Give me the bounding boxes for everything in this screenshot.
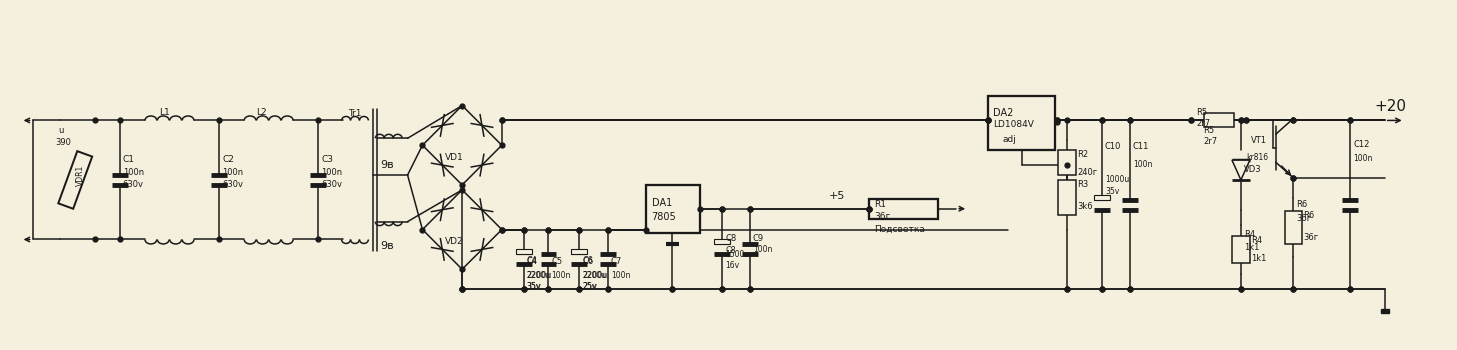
Text: 2r7: 2r7 <box>1203 137 1218 146</box>
Text: adj: adj <box>1002 135 1017 144</box>
Text: C11: C11 <box>1132 142 1150 151</box>
Text: 3k6: 3k6 <box>1077 202 1093 211</box>
Text: VD1: VD1 <box>444 153 463 162</box>
Text: 1k1: 1k1 <box>1250 254 1266 263</box>
Text: C10: C10 <box>1104 142 1122 151</box>
Text: kr816: kr816 <box>1246 153 1268 162</box>
Bar <box>1203 113 1234 127</box>
Text: 2200u
35v: 2200u 35v <box>526 271 552 290</box>
Bar <box>1285 211 1303 244</box>
Bar <box>645 185 701 232</box>
Text: 36г: 36г <box>874 212 890 221</box>
Text: R5: R5 <box>1196 107 1208 117</box>
Text: 36г: 36г <box>1297 214 1311 223</box>
Bar <box>571 250 587 254</box>
Text: R4: R4 <box>1244 230 1254 239</box>
Text: 100n: 100n <box>321 168 342 177</box>
Text: Tr1: Tr1 <box>348 108 361 118</box>
Text: R3: R3 <box>1077 180 1088 189</box>
Text: 100n: 100n <box>122 168 144 177</box>
Text: 9в: 9в <box>380 160 393 170</box>
Bar <box>1233 236 1250 263</box>
Text: 100n: 100n <box>1132 160 1152 169</box>
Bar <box>868 199 938 219</box>
Text: 35v: 35v <box>526 282 541 291</box>
Text: C9: C9 <box>753 233 763 243</box>
Text: 100n: 100n <box>610 271 631 280</box>
Bar <box>714 239 730 244</box>
Text: C3: C3 <box>321 155 334 164</box>
Text: 100n: 100n <box>551 271 571 280</box>
Text: 2200u: 2200u <box>583 271 606 280</box>
Text: 100n: 100n <box>1354 154 1372 163</box>
Text: DA1: DA1 <box>651 198 672 208</box>
Bar <box>58 151 92 209</box>
Text: 1500u: 1500u <box>726 250 749 259</box>
Text: u: u <box>58 126 64 135</box>
Text: C6: C6 <box>583 256 593 265</box>
Text: 100n: 100n <box>753 245 772 254</box>
Text: R4: R4 <box>1250 236 1262 245</box>
Text: +20: +20 <box>1375 99 1407 114</box>
Bar <box>1094 195 1110 200</box>
Text: 2200u
25v: 2200u 25v <box>583 271 608 290</box>
Text: C6: C6 <box>583 257 593 266</box>
Text: 100n: 100n <box>221 168 243 177</box>
Text: 2r7: 2r7 <box>1196 119 1211 128</box>
Text: LD1084V: LD1084V <box>992 120 1034 130</box>
Text: C2: C2 <box>221 155 235 164</box>
Text: R5: R5 <box>1203 126 1215 135</box>
Text: R1: R1 <box>874 200 886 209</box>
Text: +5: +5 <box>829 191 845 201</box>
Text: 630v: 630v <box>321 180 342 189</box>
Polygon shape <box>1233 160 1250 180</box>
Text: R2: R2 <box>1077 150 1088 159</box>
Text: C4: C4 <box>526 256 538 265</box>
Text: 36г: 36г <box>1304 232 1319 241</box>
Text: 1000u: 1000u <box>1104 175 1129 184</box>
Text: C1: C1 <box>122 155 136 164</box>
Text: C12: C12 <box>1354 140 1370 149</box>
Text: 390: 390 <box>55 138 71 147</box>
Text: 630v: 630v <box>122 180 144 189</box>
Bar <box>1058 180 1077 215</box>
Text: C7: C7 <box>610 257 622 266</box>
Text: R6: R6 <box>1297 200 1308 209</box>
Text: R6: R6 <box>1304 211 1314 220</box>
Text: DA2: DA2 <box>992 107 1013 118</box>
Bar <box>1058 150 1077 175</box>
Bar <box>1381 309 1389 313</box>
Text: 9в: 9в <box>380 241 393 251</box>
Text: L1: L1 <box>160 107 170 117</box>
Text: VD2: VD2 <box>444 238 463 246</box>
Text: C8: C8 <box>726 233 736 243</box>
Bar <box>516 250 532 254</box>
Text: Подсветка: Подсветка <box>874 225 925 233</box>
Text: 35v: 35v <box>1104 187 1119 196</box>
Text: 7805: 7805 <box>651 212 676 222</box>
Text: 25v: 25v <box>583 282 596 291</box>
Text: L2: L2 <box>256 107 267 117</box>
Text: 16v: 16v <box>726 261 739 270</box>
Bar <box>988 96 1055 150</box>
Text: C5: C5 <box>551 257 562 266</box>
Text: 240г: 240г <box>1077 168 1097 176</box>
Text: C8: C8 <box>726 246 736 255</box>
Text: VD3: VD3 <box>1244 165 1262 174</box>
Text: 1k1: 1k1 <box>1244 244 1259 252</box>
Text: C4: C4 <box>526 257 538 266</box>
Text: 630v: 630v <box>221 180 243 189</box>
Text: VT1: VT1 <box>1250 136 1266 145</box>
Text: VDR1: VDR1 <box>76 164 85 186</box>
Text: 2200u: 2200u <box>526 271 551 280</box>
